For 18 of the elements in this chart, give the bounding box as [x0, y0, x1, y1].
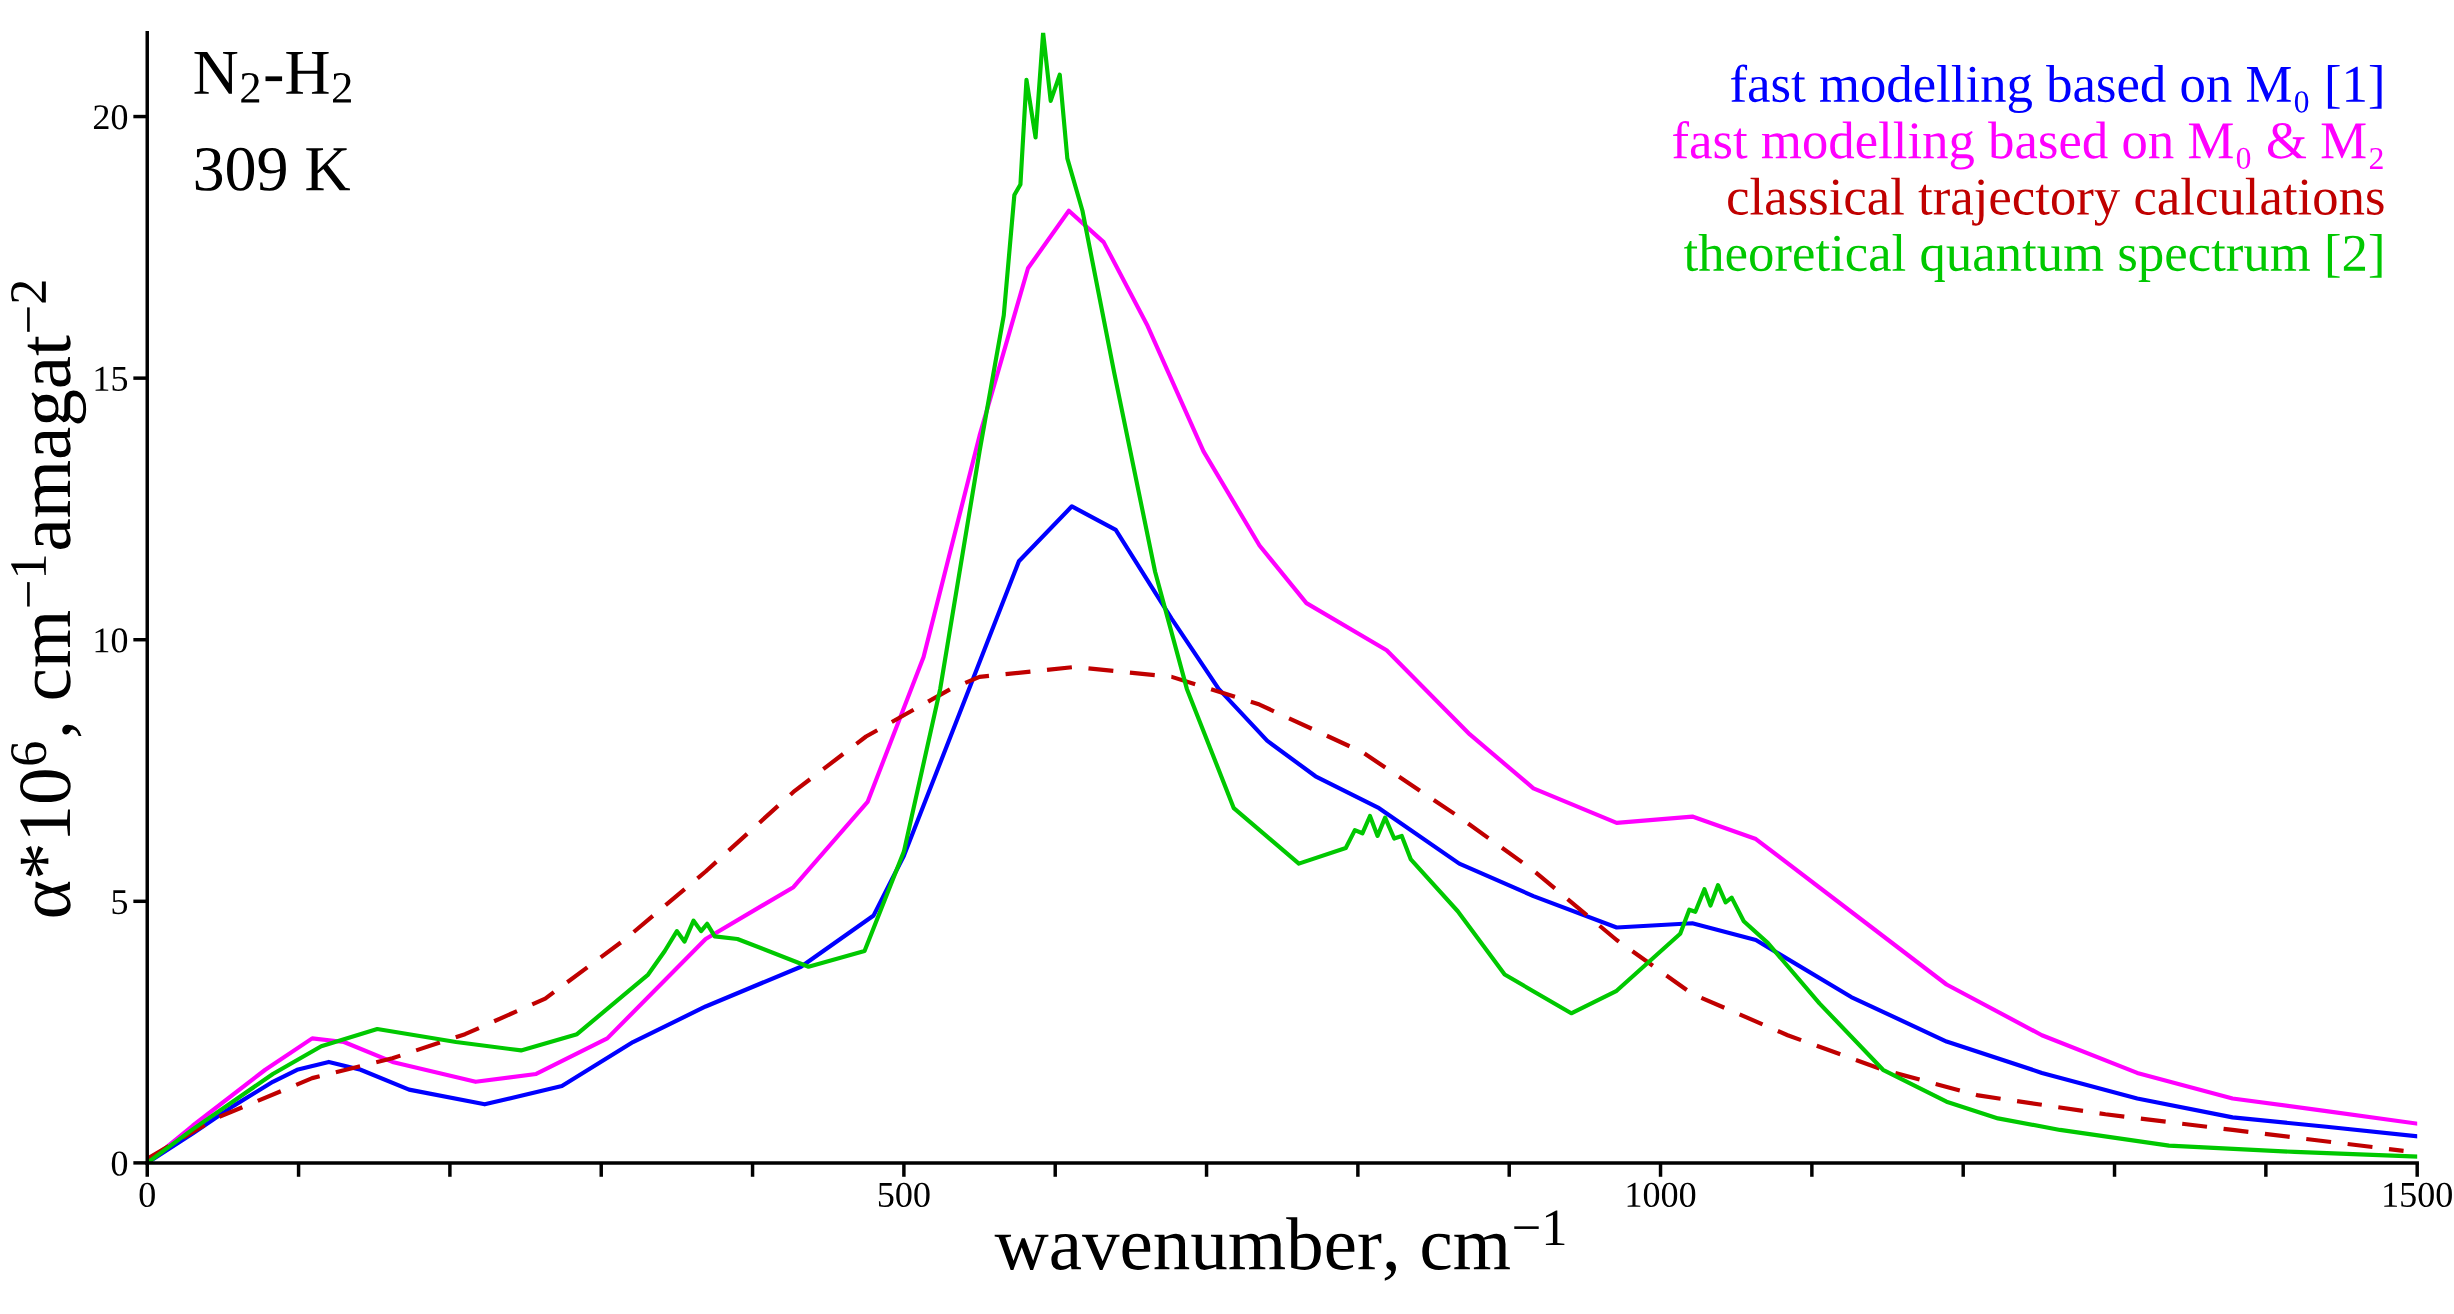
text: fast modelling based on M₀ & M₂	[1673, 120, 2383, 170]
y-tick-label: 10	[95, 628, 128, 653]
x-tick-label: 500	[878, 1182, 930, 1208]
y-tick-label: 0	[111, 1151, 128, 1176]
text: theoretical quantum spectrum [2]	[1684, 234, 2382, 282]
y-tick-label: 20	[93, 105, 128, 130]
text: fast modelling based on M₀ [1]	[1731, 64, 2382, 114]
y-axis-title: α*10$^{6}$, cm$^{−1}$amagat$^{−2}$	[11, 281, 87, 917]
line-series	[147, 664, 2406, 1161]
x-tick-label: 1000	[1627, 1182, 1696, 1208]
x-axis-title: wavenumber, cm$^{−1}$	[994, 1210, 1565, 1281]
y-tick-label: 15	[95, 366, 128, 392]
x-tick-label: 1500	[2384, 1182, 2452, 1208]
annotation: 309 K	[195, 147, 350, 191]
x-tick-label: 0	[139, 1182, 155, 1208]
annotation: N$_{2}$-H$_{2}$	[194, 51, 351, 103]
text: classical trajectory calculations	[1728, 177, 2384, 226]
y-tick-label: 5	[112, 890, 128, 915]
